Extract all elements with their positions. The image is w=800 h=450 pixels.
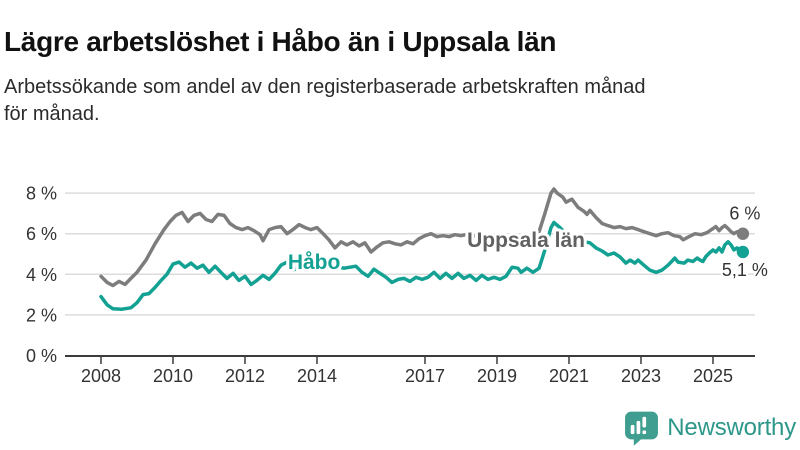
x-axis-label: 2023 (621, 366, 661, 386)
y-axis-label: 4 % (26, 265, 57, 285)
newsworthy-logo-text: Newsworthy (667, 413, 796, 441)
uppsala-lan-end-dot (736, 227, 750, 240)
logo-barchart-glyph (631, 416, 647, 435)
x-axis-label: 2025 (693, 366, 733, 386)
x-axis-label: 2019 (477, 366, 517, 386)
uppsala-lan-inline-label: Uppsala län (467, 229, 585, 252)
uppsala-lan-line (99, 187, 745, 288)
habo-end-dot (736, 245, 750, 259)
newsworthy-logo-icon (625, 411, 659, 446)
y-axis-label: 6 % (26, 224, 57, 244)
uppsala-lan-end-value-label: 6 % (729, 204, 760, 224)
x-axis-label: 2014 (297, 366, 337, 386)
chart-subtitle: Arbetssökande som andel av den registerb… (4, 76, 646, 125)
y-axis-label: 8 % (26, 184, 57, 204)
habo-end-value-label: 5,1 % (722, 260, 768, 280)
newsworthy-logo: Newsworthy (623, 409, 796, 446)
page-title: Lägre arbetslöshet i Håbo än i Uppsala l… (4, 25, 557, 57)
y-axis-label: 2 % (26, 305, 57, 325)
x-axis-label: 2008 (81, 366, 121, 386)
habo-inline-label: Håbo (288, 251, 341, 274)
x-axis-label: 2017 (405, 366, 445, 386)
logo-bubble-shape (625, 411, 659, 446)
x-axis-label: 2012 (225, 366, 265, 386)
habo-line (99, 220, 745, 311)
x-axis-label: 2010 (153, 366, 193, 386)
y-axis-label: 0 % (26, 346, 57, 366)
x-axis-label: 2021 (549, 366, 589, 386)
